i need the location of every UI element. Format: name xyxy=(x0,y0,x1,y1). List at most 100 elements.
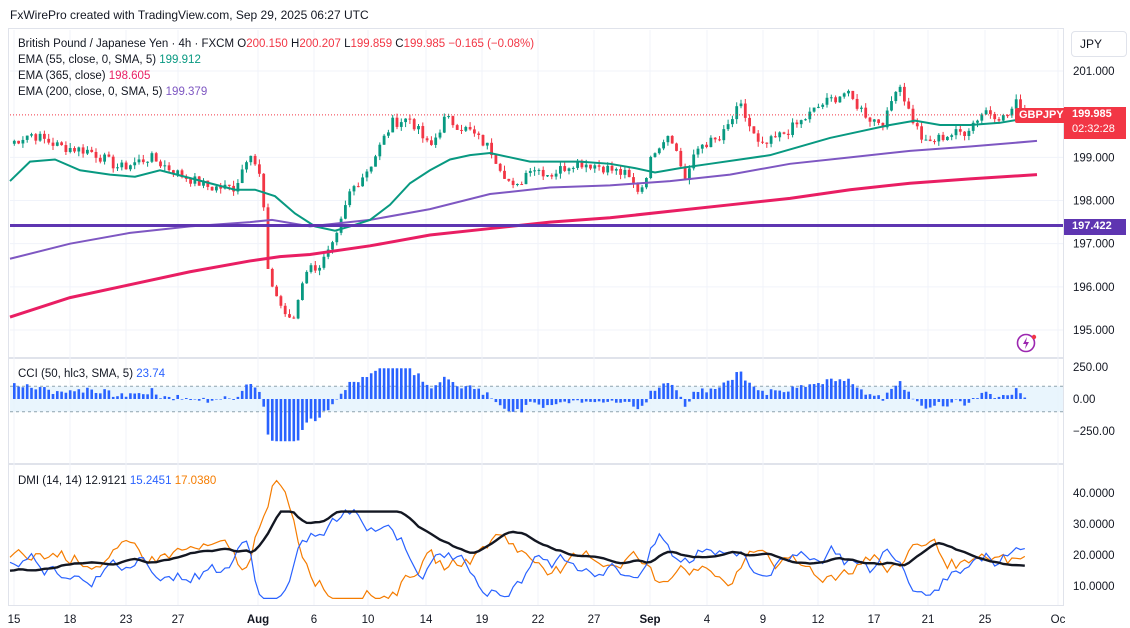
cci-bar xyxy=(701,388,704,399)
candle-body xyxy=(890,101,893,111)
candle-body xyxy=(47,138,51,143)
ema365-legend[interactable]: EMA (365, close) 198.605 xyxy=(18,68,534,84)
cci-bar xyxy=(791,386,794,399)
cci-bar xyxy=(232,399,235,400)
currency-button[interactable]: JPY xyxy=(1071,31,1127,57)
cci-bar xyxy=(494,399,498,403)
cci-bar xyxy=(249,384,253,399)
candle-body xyxy=(709,137,713,148)
cci-bar xyxy=(434,385,437,399)
cci-bar xyxy=(778,390,781,399)
time-tick-label: 9 xyxy=(760,614,766,626)
candle-body xyxy=(705,144,708,148)
candle-body xyxy=(756,133,760,142)
candle-body xyxy=(842,93,846,97)
cci-bar xyxy=(460,388,463,399)
cci-bar xyxy=(666,383,670,399)
cci-bar xyxy=(782,392,786,399)
candle-body xyxy=(313,265,317,271)
cci-bar xyxy=(744,380,747,399)
cci-bar xyxy=(735,372,738,399)
cci-bar xyxy=(253,387,257,399)
candle-body xyxy=(120,162,124,168)
cci-bar xyxy=(662,383,665,399)
cci-bar xyxy=(623,399,627,402)
cci-bar xyxy=(589,399,592,402)
ema200-line xyxy=(9,139,1038,260)
cci-bar xyxy=(417,373,420,399)
lightning-icon[interactable] xyxy=(1016,332,1038,354)
candle-body xyxy=(623,169,627,175)
time-tick-label: 18 xyxy=(64,614,77,626)
cci-bar xyxy=(292,399,296,442)
candle-body xyxy=(881,122,885,128)
cci-bar xyxy=(258,391,261,399)
dmi-legend[interactable]: DMI (14, 14) 12.9121 15.2451 17.0380 xyxy=(18,473,216,489)
cci-bar xyxy=(86,387,89,399)
cci-tick-label: 250.00 xyxy=(1073,362,1108,374)
candle-body xyxy=(447,116,450,118)
low-value: 199.859 xyxy=(350,38,393,50)
cci-bar xyxy=(116,396,119,399)
cci-bar xyxy=(206,399,210,403)
symbol-title[interactable]: British Pound / Japanese Yen · 4h · FXCM xyxy=(18,38,235,50)
candle-body xyxy=(791,122,794,135)
cci-bar xyxy=(1010,394,1014,399)
cci-bar xyxy=(344,390,347,399)
cci-bar xyxy=(215,399,218,400)
candle-body xyxy=(266,207,270,269)
ema55-legend[interactable]: EMA (55, close, 0, SMA, 5) 199.912 xyxy=(18,52,534,68)
main-pane[interactable] xyxy=(8,28,1064,358)
candle-body xyxy=(374,156,377,167)
cci-bar xyxy=(825,379,829,399)
cci-legend[interactable]: CCI (50, hlc3, SMA, 5) 23.74 xyxy=(18,366,165,382)
cci-bar xyxy=(580,399,584,403)
cci-bar xyxy=(597,399,601,402)
candle-body xyxy=(258,164,261,174)
candle-body xyxy=(417,126,420,130)
candle-body xyxy=(812,107,816,112)
candle-body xyxy=(335,232,339,243)
candle-body xyxy=(473,129,476,134)
cci-bar xyxy=(279,399,283,442)
cci-pane[interactable] xyxy=(8,358,1064,464)
candle-body xyxy=(60,142,63,146)
cci-bar xyxy=(43,387,46,399)
currency-label: JPY xyxy=(1080,37,1103,51)
cci-bar xyxy=(357,382,360,399)
cci-bar xyxy=(533,399,536,403)
cci-bar xyxy=(443,376,446,399)
cci-bar xyxy=(576,399,579,401)
cci-bar xyxy=(421,381,425,399)
candle-body xyxy=(485,142,489,146)
cci-bar xyxy=(722,382,726,399)
cci-bar xyxy=(851,384,855,399)
candle-body xyxy=(632,177,635,183)
cci-bar xyxy=(881,399,885,401)
cci-bar xyxy=(17,386,20,399)
bar-countdown: 02:32:28 xyxy=(1072,123,1115,135)
dmi-pane[interactable] xyxy=(8,464,1064,606)
plus-di-line xyxy=(9,508,1025,599)
cci-bar xyxy=(473,389,476,399)
cci-bar xyxy=(941,399,945,407)
ema200-legend[interactable]: EMA (200, close, 0, SMA, 5) 199.379 xyxy=(18,84,534,100)
candle-body xyxy=(352,186,356,192)
candle-body xyxy=(610,165,614,171)
cci-bar xyxy=(430,388,433,399)
candle-body xyxy=(559,166,562,174)
candle-body xyxy=(240,169,244,184)
candle-body xyxy=(425,138,429,141)
cci-bar xyxy=(670,384,674,399)
cci-bar xyxy=(339,393,343,399)
candle-body xyxy=(748,117,751,127)
cci-bar xyxy=(90,389,93,399)
cci-tick-label: −250.00 xyxy=(1073,426,1115,438)
candle-body xyxy=(817,106,820,108)
cci-bar xyxy=(468,385,472,399)
ema365-line xyxy=(9,173,1038,319)
candle-body xyxy=(365,171,369,178)
cci-bar xyxy=(120,393,124,399)
candle-body xyxy=(172,170,175,175)
